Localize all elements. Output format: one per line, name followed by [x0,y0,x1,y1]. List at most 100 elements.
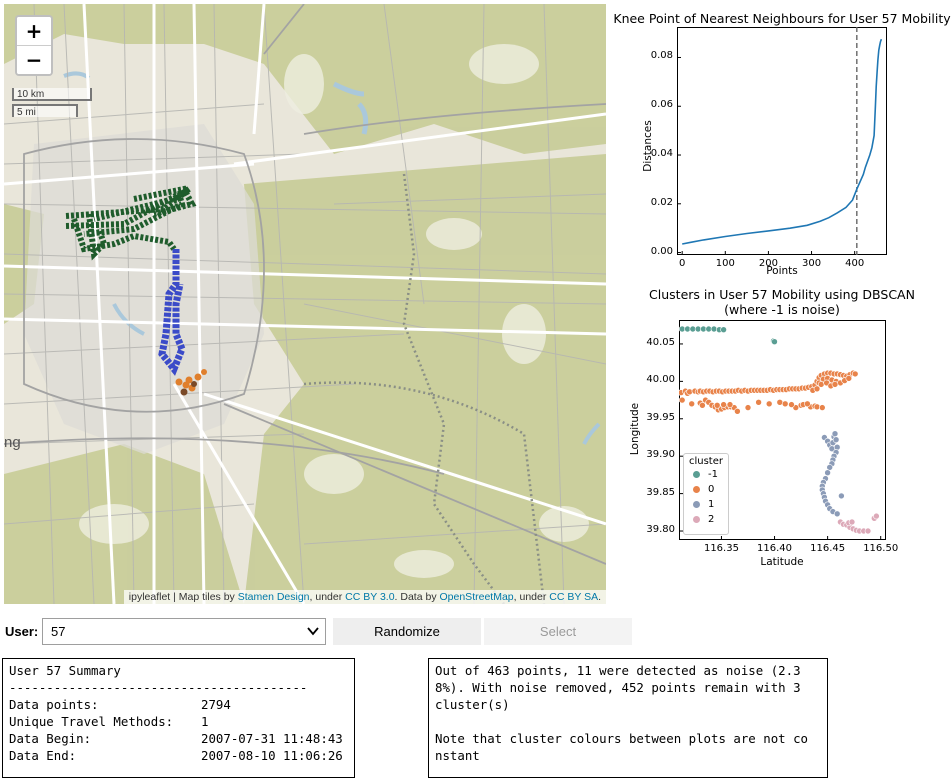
cluster-x-label: Latitude [760,556,804,568]
cluster-point [679,396,686,404]
summary-row: Unique Travel Methods: 1 [9,713,348,730]
user-select[interactable]: 57 [42,618,326,645]
zoom-control: + − [15,15,53,76]
legend-label: -1 [708,469,718,480]
cluster-y-tick: 40.00 [646,374,675,386]
chevron-down-icon [307,619,319,653]
summary-row-value: 2794 [201,697,231,712]
dbscan-line-6: nstant [435,748,480,763]
dbscan-line-4 [435,713,821,730]
legend-entry: 2 [684,512,728,527]
cluster-point [851,370,859,378]
cluster-point [699,402,706,409]
summary-row-value: 1 [201,714,209,729]
knee-x-tick: 400 [845,258,865,269]
summary-row: Data End: 2007-08-10 11:06:26 [9,747,348,764]
track-green [65,185,197,261]
knee-plot-frame [677,27,887,255]
attribution-suffix: . [598,591,601,603]
cluster-point [813,385,821,393]
cluster-point [845,375,853,382]
dbscan-line-3: cluster(s) [435,697,510,712]
cluster-chart-title: Clusters in User 57 Mobility using DBSCA… [612,287,951,317]
cluster-point [819,404,826,411]
cluster-point [713,402,721,409]
scale-bar-km: 10 km [12,88,92,101]
summary-row-label: Data points: [9,697,99,712]
legend-label: 1 [708,499,715,510]
minor-roads [4,4,606,604]
summary-row-label: Data Begin: [9,731,92,746]
track-blue [158,249,186,376]
knee-y-tick: 0.06 [650,99,673,111]
map-attribution: ipyleaflet | Map tiles by Stamen Design,… [123,590,606,604]
knee-x-label: Points [766,265,798,277]
cluster-point [873,512,880,520]
randomize-button[interactable]: Randomize [333,618,481,645]
legend-marker [693,516,700,523]
legend-label: 0 [708,484,715,495]
map-view[interactable]: + − 10 km 5 mi ng ipyleaflet | Map tiles… [4,4,606,604]
user-summary-output: User 57 Summary -------------------------… [2,658,355,778]
cluster-legend: cluster -1 0 1 2 [683,453,729,535]
select-button[interactable]: Select [484,618,632,645]
cluster-y-tick: 39.80 [646,524,675,536]
knee-x-tick: 200 [758,258,778,269]
cluster-point [848,518,856,526]
summary-row-value: 2007-07-31 11:48:43 [201,731,343,746]
osm-link[interactable]: OpenStreetMap [439,591,514,603]
map-label-edge: ng [4,434,21,451]
attribution-mid2: . Data by [394,591,440,603]
cluster-point [771,338,778,346]
cluster-x-tick: 116.40 [757,543,793,554]
cluster-y-tick: 39.95 [646,411,675,423]
cluster-x-tick: 116.35 [703,543,739,554]
zoom-in-button[interactable]: + [17,17,51,46]
cluster-point [838,492,845,500]
dbscan-line-1: Out of 463 points, 11 were detected as n… [435,663,801,678]
attribution-prefix: ipyleaflet | Map tiles by [128,591,238,603]
summary-row-label: Unique Travel Methods: [9,714,174,729]
cluster-point [781,400,789,408]
summary-row: Data Begin: 2007-07-31 11:48:43 [9,730,348,747]
map-tiles [4,4,606,604]
cluster-x-tick: 116.45 [810,543,846,554]
major-roads [4,4,606,604]
user-select-value: 57 [51,624,66,639]
stamen-link[interactable]: Stamen Design [237,591,310,603]
cluster-point [831,381,839,388]
cc-by-link[interactable]: CC BY 3.0 [345,591,395,603]
knee-x-tick: 300 [801,258,822,269]
railway [402,173,505,604]
cluster-chart-title-line: Clusters in User 57 Mobility using DBSCA… [649,287,915,302]
knee-y-tick: 0.08 [650,50,673,62]
summary-row-value: 2007-08-10 11:06:26 [201,748,343,763]
cluster-point [720,326,727,333]
legend-marker [693,471,700,478]
cluster-point [755,399,762,406]
knee-chart [677,27,887,255]
cluster-chart-subtitle: (where -1 is noise) [724,302,840,317]
legend-marker [693,501,700,508]
cluster-point [833,510,841,518]
dbscan-line-5: Note that cluster colours between plots … [435,731,808,746]
legend-entry: -1 [684,467,728,482]
summary-row: Data points: 2794 [9,696,348,713]
legend-entry: 1 [684,497,728,512]
knee-y-tick: 0.02 [650,196,673,208]
cc-by-sa-link[interactable]: CC BY SA [549,591,599,603]
cluster-point [720,401,727,408]
track-orange [175,369,207,396]
cluster-point [864,527,872,535]
dbscan-output: Out of 463 points, 11 were detected as n… [428,658,828,778]
cluster-point [804,400,811,408]
summary-title: User 57 Summary [9,663,121,678]
cluster-point [832,436,840,443]
zoom-out-button[interactable]: − [17,46,51,74]
cluster-point [776,399,784,406]
summary-divider: ---------------------------------------- [9,680,308,695]
summary-row-label: Data End: [9,748,77,763]
cluster-y-tick: 39.90 [646,449,675,461]
attribution-mid3: , under [513,591,550,603]
legend-entry: 0 [684,482,728,497]
